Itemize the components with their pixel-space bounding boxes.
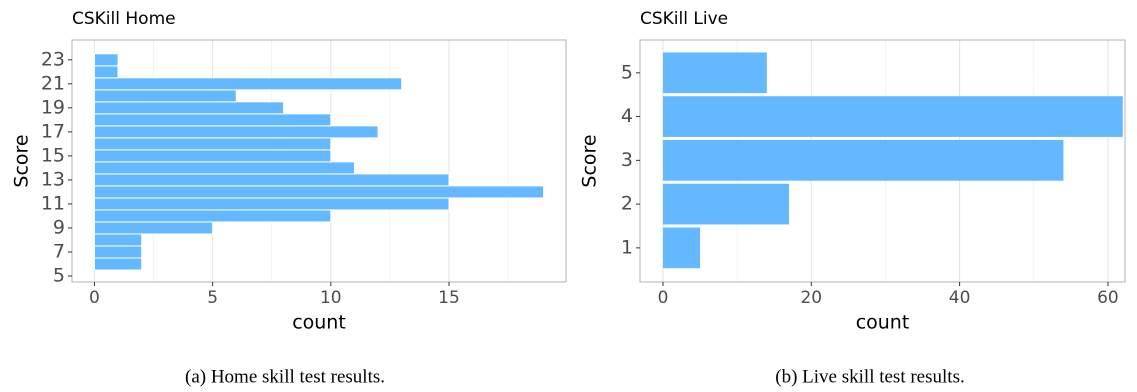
bar	[93, 233, 143, 247]
y-tick-label: 1	[621, 236, 633, 258]
bar	[93, 149, 332, 163]
panel-border	[639, 39, 1126, 283]
x-tick-label: 40	[949, 288, 971, 308]
caption: (b) Live skill test results.	[775, 366, 964, 387]
bar	[93, 89, 237, 103]
bar	[93, 113, 332, 127]
panel-border	[71, 39, 567, 283]
y-tick-label: 17	[41, 120, 65, 142]
y-tick-label: 9	[53, 216, 65, 238]
bar	[93, 125, 379, 139]
y-tick-label: 21	[41, 72, 65, 94]
bar	[93, 197, 450, 211]
bar	[662, 139, 1064, 181]
bar	[93, 101, 285, 115]
bar	[93, 65, 119, 79]
x-tick-label: 0	[658, 288, 669, 308]
y-tick-label: 5	[621, 61, 633, 83]
y-tick-label: 5	[53, 264, 65, 286]
y-tick-label: 15	[41, 144, 65, 166]
x-tick-label: 60	[1097, 288, 1119, 308]
y-tick-label: 7	[53, 240, 65, 262]
y-tick-label: 13	[41, 168, 65, 190]
chart-title: CSKill Live	[640, 9, 728, 29]
x-tick-label: 15	[438, 288, 460, 308]
bar	[662, 96, 1123, 137]
x-axis-label: count	[856, 312, 910, 334]
y-tick-label: 4	[621, 105, 633, 127]
y-tick-label: 2	[621, 193, 633, 215]
bar	[93, 257, 143, 271]
bar	[662, 227, 701, 269]
y-tick-label: 3	[621, 149, 633, 171]
y-tick-label: 23	[41, 48, 65, 70]
y-axis-label: Score	[11, 134, 33, 187]
bar	[93, 221, 214, 235]
bar	[93, 185, 545, 199]
y-tick-label: 11	[41, 192, 65, 214]
bar	[662, 52, 767, 94]
x-tick-label: 10	[320, 288, 342, 308]
bar	[93, 53, 119, 67]
bar	[93, 161, 355, 175]
y-axis-label: Score	[579, 134, 601, 187]
bar	[93, 209, 332, 223]
x-tick-label: 0	[89, 288, 100, 308]
x-axis-label: count	[292, 312, 346, 334]
bar	[93, 245, 143, 259]
bar	[93, 137, 332, 151]
chart-title: CSKill Home	[72, 9, 176, 29]
caption: (a) Home skill test results.	[185, 366, 385, 387]
bar	[662, 183, 790, 225]
x-tick-label: 20	[800, 288, 822, 308]
bar	[93, 77, 403, 91]
bar	[93, 173, 450, 187]
y-tick-label: 19	[41, 96, 65, 118]
x-tick-label: 5	[207, 288, 218, 308]
